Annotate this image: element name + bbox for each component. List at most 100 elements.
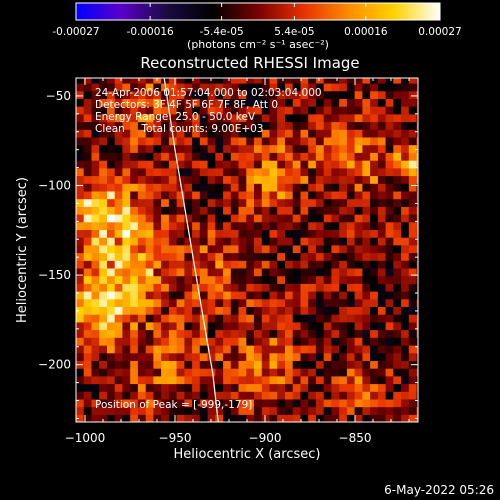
heatmap-cell	[91, 252, 100, 261]
heatmap-cell	[354, 190, 363, 200]
heatmap-cell	[377, 252, 387, 261]
heatmap-cell	[246, 337, 255, 346]
heatmap-cell	[393, 368, 402, 377]
heatmap-cell	[153, 275, 162, 284]
heatmap-cell	[277, 167, 286, 177]
heatmap-cell	[153, 221, 162, 230]
heatmap-cell	[354, 406, 363, 415]
heatmap-cell	[254, 129, 263, 138]
heatmap-cell	[145, 345, 154, 354]
heatmap-cell	[215, 383, 224, 392]
heatmap-cell	[269, 321, 278, 331]
heatmap-cell	[137, 160, 147, 169]
heatmap-cell	[238, 198, 247, 207]
heatmap-cell	[199, 345, 209, 354]
heatmap-cell	[230, 368, 240, 377]
heatmap-cell	[91, 221, 100, 230]
heatmap-cell	[153, 360, 162, 369]
heatmap-cell	[308, 252, 317, 261]
heatmap-cell	[377, 113, 387, 123]
heatmap-cell	[246, 83, 255, 92]
heatmap-cell	[254, 267, 263, 277]
heatmap-cell	[192, 298, 201, 307]
heatmap-cell	[230, 221, 240, 230]
heatmap-cell	[269, 90, 278, 99]
heatmap-cell	[385, 375, 394, 385]
heatmap-cell	[315, 98, 325, 107]
heatmap-cell	[346, 375, 356, 385]
heatmap-cell	[114, 329, 123, 338]
heatmap-cell	[83, 360, 92, 369]
heatmap-cell	[246, 121, 255, 130]
heatmap-cell	[184, 206, 193, 215]
heatmap-cell	[370, 306, 379, 315]
heatmap-cell	[161, 321, 170, 331]
heatmap-cell	[215, 83, 224, 92]
heatmap-cell	[362, 160, 371, 169]
heatmap-cell	[323, 121, 332, 130]
heatmap-cell	[393, 260, 402, 269]
heatmap-cell	[285, 283, 294, 292]
heatmap-cell	[362, 98, 371, 107]
heatmap-cell	[130, 298, 139, 307]
heatmap-cell	[114, 121, 123, 130]
heatmap-cell	[223, 113, 232, 123]
heatmap-cell	[215, 368, 224, 377]
heatmap-cell	[161, 291, 170, 300]
heatmap-cell	[130, 113, 139, 123]
heatmap-cell	[83, 106, 92, 115]
heatmap-cell	[76, 252, 85, 261]
heatmap-cell	[223, 160, 232, 169]
heatmap-cell	[91, 160, 100, 169]
heatmap-cell	[114, 260, 123, 269]
heatmap-cell	[269, 406, 278, 415]
heatmap-cell	[199, 152, 209, 161]
heatmap-cell	[277, 214, 286, 223]
heatmap-cell	[83, 121, 92, 130]
heatmap-cell	[300, 368, 309, 377]
heatmap-cell	[315, 352, 325, 361]
heatmap-cell	[223, 106, 232, 115]
heatmap-cell	[385, 244, 394, 254]
heatmap-cell	[114, 375, 123, 385]
heatmap-cell	[176, 252, 185, 261]
heatmap-cell	[331, 321, 340, 331]
heatmap-cell	[408, 78, 418, 84]
heatmap-cell	[408, 144, 418, 153]
heatmap-cell	[362, 221, 371, 230]
heatmap-cell	[292, 314, 301, 323]
heatmap-cell	[315, 113, 325, 123]
heatmap-cell	[401, 129, 410, 138]
heatmap-cell	[254, 414, 263, 422]
heatmap-cell	[246, 152, 255, 161]
heatmap-cell	[362, 252, 371, 261]
heatmap-cell	[145, 291, 154, 300]
heatmap-cell	[223, 275, 232, 284]
heatmap-cell	[91, 214, 100, 223]
heatmap-cell	[83, 337, 92, 346]
heatmap-cell	[207, 78, 216, 84]
heatmap-cell	[377, 406, 387, 415]
heatmap-cell	[277, 90, 286, 99]
heatmap-cell	[192, 113, 201, 123]
heatmap-cell	[130, 368, 139, 377]
heatmap-cell	[261, 129, 271, 138]
heatmap-cell	[153, 190, 162, 200]
heatmap-cell	[393, 337, 402, 346]
heatmap-cell	[315, 129, 325, 138]
y-tick-label: −100	[38, 179, 71, 193]
heatmap-cell	[161, 144, 170, 153]
heatmap-cell	[292, 78, 301, 84]
heatmap-cell	[346, 337, 356, 346]
heatmap-cell	[308, 398, 317, 408]
heatmap-cell	[215, 237, 224, 246]
heatmap-cell	[192, 252, 201, 261]
heatmap-cell	[393, 275, 402, 284]
heatmap-cell	[323, 160, 332, 169]
heatmap-cell	[153, 368, 162, 377]
heatmap-cell	[323, 136, 332, 146]
heatmap-cell	[99, 291, 108, 300]
heatmap-cell	[99, 345, 108, 354]
heatmap-cell	[176, 321, 185, 331]
heatmap-cell	[346, 78, 356, 84]
